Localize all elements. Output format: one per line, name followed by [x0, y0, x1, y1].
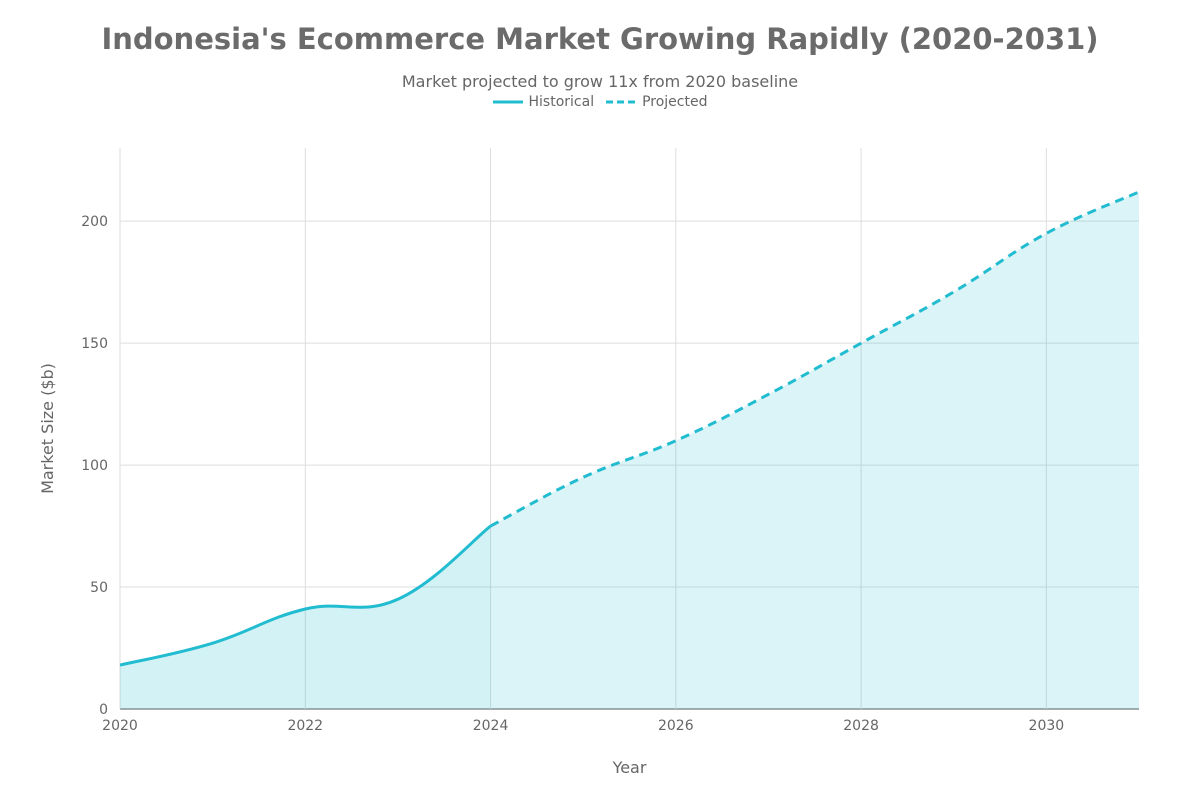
area-fill-projected	[490, 191, 1140, 709]
y-tick-label: 0	[99, 702, 108, 718]
y-tick-label: 150	[81, 336, 108, 352]
x-tick-label: 2020	[102, 718, 138, 734]
area-fill-historical	[120, 526, 491, 709]
chart-title: Indonesia's Ecommerce Market Growing Rap…	[101, 22, 1099, 56]
y-axis-label: Market Size ($b)	[38, 363, 57, 494]
x-tick-label: 2022	[287, 718, 323, 734]
y-tick-label: 200	[81, 214, 108, 230]
x-tick-label: 2028	[843, 718, 879, 734]
y-tick-label: 100	[81, 458, 108, 474]
legend-label: Projected	[642, 94, 708, 110]
series-line-historical	[119, 524, 492, 667]
legend: Historical Projected	[0, 94, 1200, 110]
legend-swatch-solid	[492, 100, 523, 104]
x-axis-label: Year	[612, 758, 647, 777]
legend-label: Historical	[528, 94, 595, 110]
y-tick-label: 50	[90, 580, 108, 596]
chart-subtitle: Market projected to grow 11x from 2020 b…	[401, 72, 799, 91]
x-tick-label: 2024	[473, 718, 509, 734]
x-tick-label: 2026	[658, 718, 694, 734]
legend-item-projected[interactable]: Projected	[606, 94, 707, 110]
legend-swatch-dashed	[606, 100, 637, 104]
legend-item-historical[interactable]: Historical	[492, 94, 595, 110]
series-line-projected	[489, 190, 1140, 528]
x-tick-label: 2030	[1029, 718, 1065, 734]
